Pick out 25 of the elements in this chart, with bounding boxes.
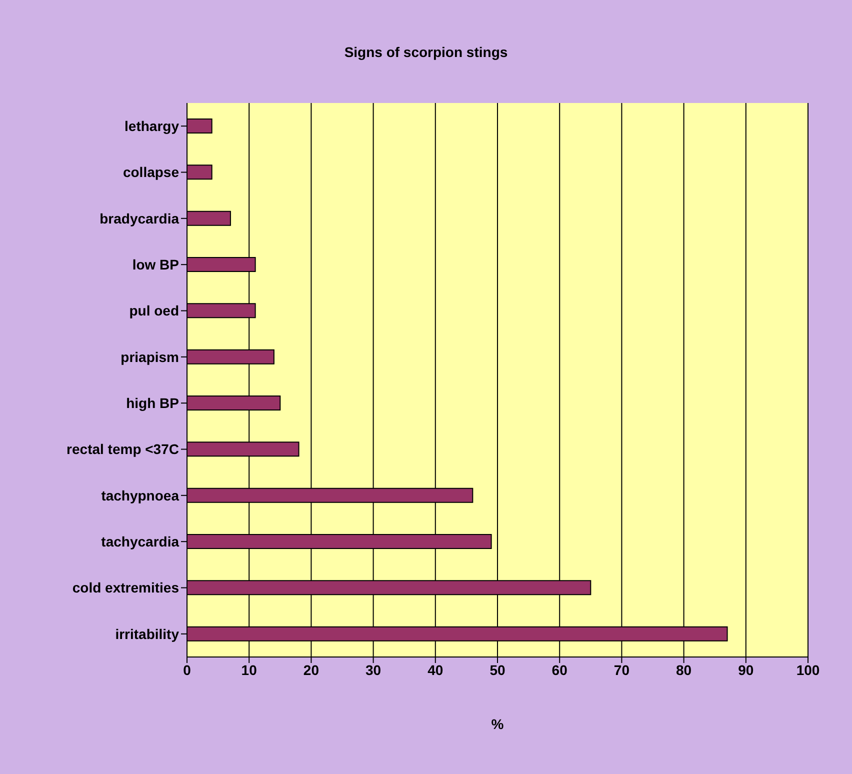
x-tick-label: 80	[676, 662, 692, 678]
chart-title: Signs of scorpion stings	[343, 44, 509, 60]
x-tick-label: 40	[428, 662, 444, 678]
y-tick-label: irritability	[115, 626, 180, 642]
x-tick-label: 10	[241, 662, 258, 678]
y-tick-label: collapse	[122, 164, 180, 180]
y-tick-label: rectal temp <37C	[66, 441, 179, 458]
x-tick-label: 50	[490, 662, 506, 678]
x-tick-label: 20	[303, 662, 320, 678]
y-tick-label: high BP	[126, 395, 179, 412]
y-tick-label: tachycardia	[101, 534, 180, 550]
x-axis-title: %	[491, 716, 504, 732]
x-tick-label: 60	[552, 662, 568, 678]
y-tick-label: bradycardia	[100, 210, 180, 226]
y-tick-label: pul oed	[129, 302, 179, 319]
y-tick-label: cold extremities	[72, 580, 180, 596]
y-tick-label: lethargy	[124, 118, 180, 134]
x-tick-label: 70	[614, 662, 630, 678]
y-tick-label: priapism	[120, 348, 179, 365]
x-tick-label: 90	[738, 662, 754, 678]
y-tick-label: low BP	[132, 256, 179, 273]
x-tick-label: 100	[796, 662, 820, 678]
y-tick-label: tachypnoea	[101, 487, 180, 504]
x-tick-label: 0	[183, 662, 192, 678]
x-tick-label: 30	[366, 662, 382, 678]
